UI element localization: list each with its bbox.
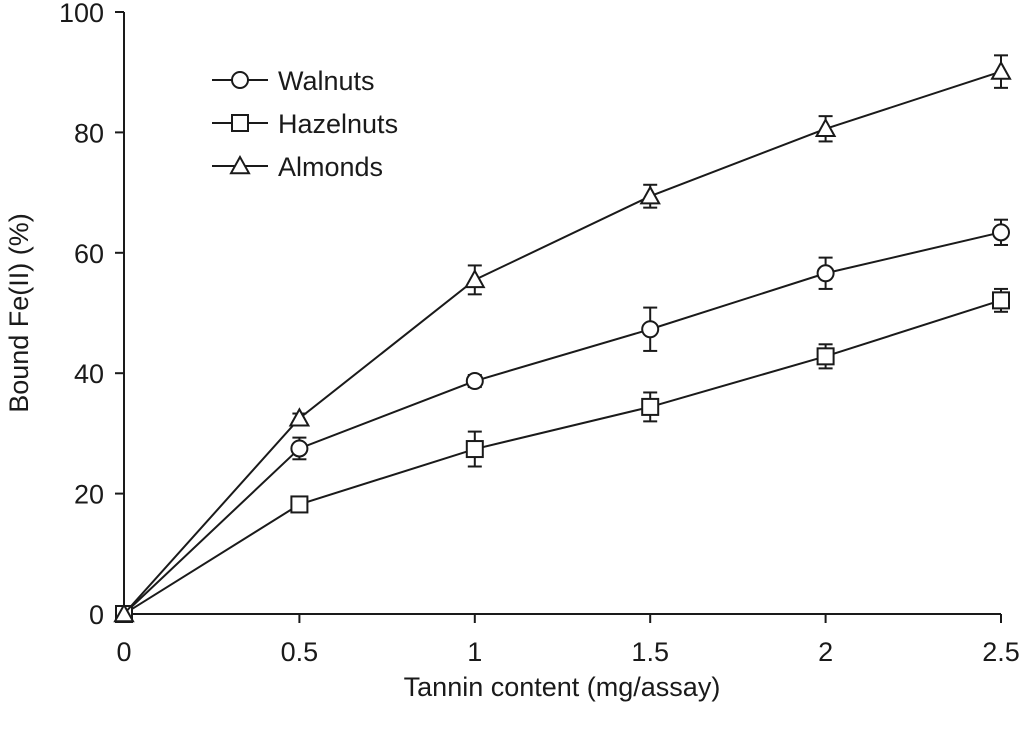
y-tick-label: 0 bbox=[89, 600, 104, 630]
data-point-hazelnuts bbox=[992, 291, 1010, 310]
data-point-almonds bbox=[288, 407, 311, 427]
series-line-almonds bbox=[123, 70, 1002, 615]
data-point-almonds bbox=[464, 268, 486, 289]
series-hazelnuts bbox=[115, 287, 1010, 623]
series-line-walnuts bbox=[123, 231, 1002, 615]
legend-label-almonds: Almonds bbox=[278, 152, 383, 182]
series-almonds bbox=[113, 54, 1012, 623]
x-tick-label: 0 bbox=[116, 637, 131, 667]
legend-marker-almonds bbox=[229, 154, 251, 175]
data-point-walnuts bbox=[816, 264, 835, 283]
legend-label-hazelnuts: Hazelnuts bbox=[278, 109, 398, 139]
x-ticks: 0 0.5 1 1.5 2 2.5 bbox=[116, 614, 1020, 667]
x-tick-label: 1.5 bbox=[631, 637, 669, 667]
data-point-hazelnuts bbox=[816, 347, 835, 366]
data-point-hazelnuts bbox=[465, 440, 484, 459]
axes bbox=[123, 12, 1001, 615]
y-tick-label: 20 bbox=[74, 480, 104, 510]
y-ticks: 0 20 40 60 80 100 bbox=[59, 0, 124, 630]
legend-marker-walnuts bbox=[231, 71, 249, 89]
data-point-hazelnuts bbox=[290, 495, 309, 514]
series-layer bbox=[113, 54, 1012, 623]
y-tick-label: 100 bbox=[59, 0, 104, 28]
x-tick-label: 1 bbox=[467, 637, 482, 667]
series-walnuts bbox=[115, 218, 1010, 623]
data-point-walnuts bbox=[992, 223, 1010, 242]
data-point-walnuts bbox=[465, 372, 484, 391]
y-tick-label: 40 bbox=[74, 359, 104, 389]
data-point-walnuts bbox=[290, 439, 309, 458]
x-axis-label: Tannin content (mg/assay) bbox=[404, 672, 721, 702]
data-point-hazelnuts bbox=[641, 397, 660, 416]
series-line-hazelnuts bbox=[123, 299, 1002, 615]
data-point-walnuts bbox=[641, 320, 660, 339]
x-tick-label: 2 bbox=[818, 637, 833, 667]
legend-item-walnuts: Walnuts bbox=[212, 66, 375, 96]
data-point-almonds bbox=[990, 60, 1012, 80]
legend: Walnuts Hazelnuts Almonds bbox=[212, 66, 398, 182]
y-tick-label: 80 bbox=[74, 118, 104, 148]
x-tick-label: 0.5 bbox=[281, 637, 319, 667]
legend-item-almonds: Almonds bbox=[212, 152, 383, 182]
legend-marker-hazelnuts bbox=[231, 114, 249, 132]
y-tick-label: 60 bbox=[74, 239, 104, 269]
legend-label-walnuts: Walnuts bbox=[278, 66, 375, 96]
legend-item-hazelnuts: Hazelnuts bbox=[212, 109, 398, 139]
y-axis-label: Bound Fe(II) (%) bbox=[4, 213, 34, 413]
data-point-almonds bbox=[639, 185, 661, 205]
x-tick-label: 2.5 bbox=[982, 637, 1020, 667]
data-point-almonds bbox=[814, 117, 837, 137]
data-point-almonds bbox=[113, 602, 135, 623]
